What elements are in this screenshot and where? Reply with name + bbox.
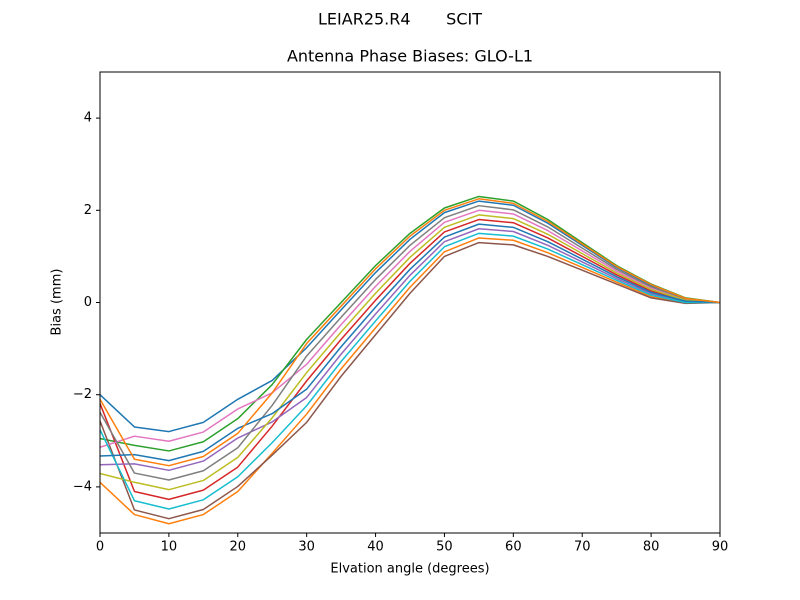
data-line bbox=[99, 232, 720, 510]
x-tick-label: 20 bbox=[230, 540, 247, 555]
x-tick-label: 0 bbox=[96, 540, 104, 555]
figure-title: LEIAR25.R4 SCIT bbox=[318, 10, 482, 29]
data-line bbox=[99, 198, 721, 467]
x-tick-label: 70 bbox=[574, 540, 591, 555]
data-line bbox=[99, 218, 721, 501]
data-line bbox=[99, 214, 721, 491]
x-tick-label: 60 bbox=[505, 540, 522, 555]
x-tick-label: 50 bbox=[436, 540, 453, 555]
data-line bbox=[99, 227, 721, 472]
y-tick-label: 2 bbox=[84, 203, 92, 218]
data-line bbox=[99, 209, 721, 448]
data-line bbox=[99, 237, 721, 525]
data-line bbox=[99, 241, 721, 520]
x-tick-label: 10 bbox=[161, 540, 178, 555]
x-tick-label: 90 bbox=[712, 540, 729, 555]
data-line bbox=[99, 200, 721, 433]
x-tick-label: 30 bbox=[298, 540, 315, 555]
x-tick-label: 40 bbox=[367, 540, 384, 555]
x-tick-label: 80 bbox=[643, 540, 660, 555]
y-axis-label: Bias (mm) bbox=[50, 269, 65, 336]
y-tick-label: 0 bbox=[84, 295, 92, 310]
y-tick-label: 4 bbox=[84, 111, 92, 126]
data-line bbox=[99, 195, 721, 452]
plot-area bbox=[99, 195, 721, 525]
x-axis-label: Elvation angle (degrees) bbox=[330, 562, 489, 577]
data-line bbox=[99, 204, 721, 481]
axes-title: Antenna Phase Biases: GLO-L1 bbox=[287, 47, 533, 66]
y-tick-label: −4 bbox=[73, 479, 92, 494]
data-line bbox=[99, 223, 721, 462]
y-tick-label: −2 bbox=[73, 387, 92, 402]
